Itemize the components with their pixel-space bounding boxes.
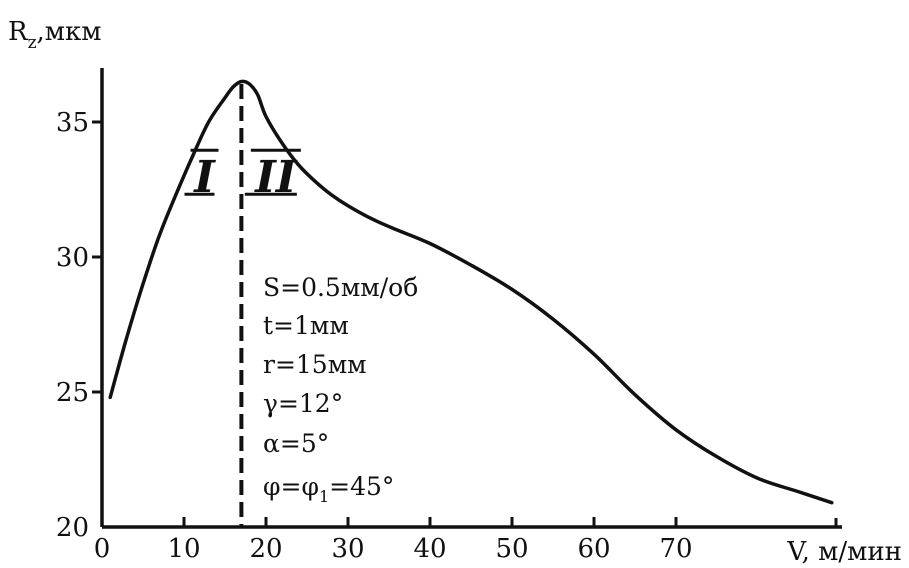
y-tick-label: 30 xyxy=(56,243,89,273)
param-feed: S=0.5мм/об xyxy=(263,273,418,302)
parameters-annotation: S=0.5мм/об t=1мм r=15мм γ=12° α=5° φ=φ1=… xyxy=(263,273,418,506)
x-tick-label: 10 xyxy=(167,534,200,564)
y-tick-label: 35 xyxy=(56,108,89,138)
series-line xyxy=(108,79,834,505)
y-axis-title: Rz,мкм xyxy=(8,17,102,53)
param-radius: r=15мм xyxy=(263,350,367,379)
param-lead-angle-main: φ=φ xyxy=(263,472,319,501)
x-tick-label: 20 xyxy=(249,534,282,564)
y-tick-label: 25 xyxy=(56,378,89,408)
x-tick-label: 70 xyxy=(659,534,692,564)
param-lead-angle-sub: 1 xyxy=(319,487,329,506)
y-axis-title-main: R xyxy=(8,17,29,47)
param-lead-angle-value: =45° xyxy=(329,472,394,501)
axis-ticks: 20 25 30 35 0 10 20 30 40 50 60 70 xyxy=(56,108,838,564)
x-tick-label: 50 xyxy=(495,534,528,564)
y-axis-title-sub: z xyxy=(28,33,37,53)
param-clearance-angle: α=5° xyxy=(263,429,329,458)
y-axis-title-unit: ,мкм xyxy=(37,17,102,47)
x-tick-label: 60 xyxy=(577,534,610,564)
x-tick-label: 0 xyxy=(94,534,111,564)
y-tick-label: 20 xyxy=(56,513,89,543)
x-tick-label: 40 xyxy=(413,534,446,564)
x-axis-title: V, м/мин xyxy=(786,537,902,567)
param-rake-angle: γ=12° xyxy=(263,389,343,418)
param-lead-angle: φ=φ1=45° xyxy=(263,472,394,506)
param-depth: t=1мм xyxy=(263,311,349,340)
x-tick-label: 30 xyxy=(331,534,364,564)
